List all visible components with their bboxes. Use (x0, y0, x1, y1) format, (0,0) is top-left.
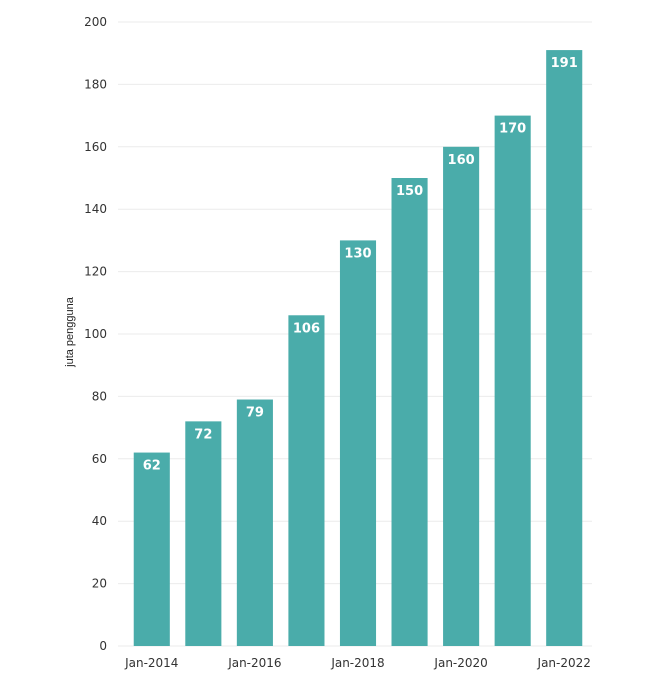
y-axis-ticks: 0 20 40 60 80 100 120 140 160 180 200 (84, 15, 107, 653)
bar-jan-2015 (185, 421, 222, 646)
bar-jan-2019 (391, 178, 428, 646)
x-axis-ticks: Jan-2014 Jan-2016 Jan-2018 Jan-2020 Jan-2022 (124, 656, 591, 670)
bar-jan-2021 (494, 115, 531, 647)
y-tick-label: 60 (92, 452, 107, 466)
data-label: 79 (246, 406, 264, 421)
y-tick-label: 180 (84, 77, 107, 91)
bar-jan-2014 (133, 452, 170, 646)
bar-jan-2017 (288, 315, 325, 646)
y-tick-label: 140 (84, 202, 107, 216)
data-label: 130 (344, 246, 371, 261)
bar-jan-2020 (443, 146, 480, 647)
x-tick-label: Jan-2022 (537, 656, 591, 670)
y-axis-title: juta pengguna (64, 296, 76, 368)
data-label: 72 (194, 427, 212, 442)
y-tick-label: 0 (99, 639, 107, 653)
data-label: 62 (143, 459, 161, 474)
y-tick-label: 120 (84, 265, 107, 279)
y-tick-label: 80 (92, 389, 107, 403)
data-label: 106 (293, 321, 320, 336)
y-tick-label: 20 (92, 577, 107, 591)
x-tick-label: Jan-2014 (124, 656, 178, 670)
bar-jan-2022 (546, 50, 583, 646)
data-labels: 62 72 79 106 130 150 160 170 191 (143, 56, 578, 473)
bars (133, 50, 583, 647)
data-label: 150 (396, 184, 423, 199)
data-label: 170 (499, 122, 526, 137)
x-tick-label: Jan-2016 (227, 656, 281, 670)
y-tick-label: 100 (84, 327, 107, 341)
bar-jan-2018 (339, 240, 377, 646)
bar-jan-2016 (236, 399, 273, 646)
x-tick-label: Jan-2020 (433, 656, 487, 670)
data-label: 191 (551, 56, 578, 71)
y-tick-label: 200 (84, 15, 107, 29)
y-tick-label: 40 (92, 514, 107, 528)
y-tick-label: 160 (84, 140, 107, 154)
data-label: 160 (448, 153, 475, 168)
x-tick-label: Jan-2018 (330, 656, 384, 670)
